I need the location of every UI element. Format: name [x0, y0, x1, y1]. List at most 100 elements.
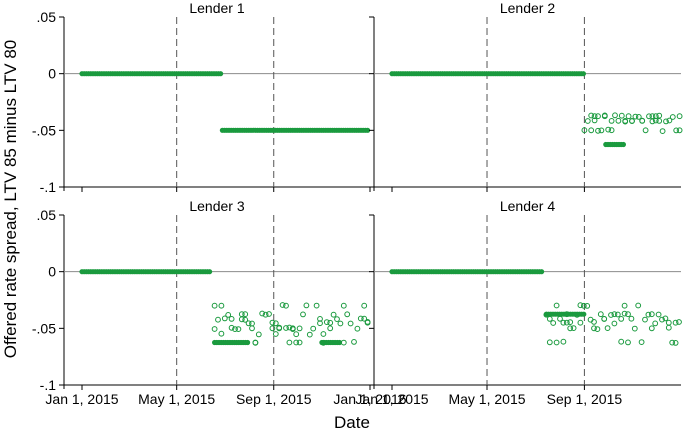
data-point: [601, 316, 608, 322]
x-tick-label: Sep 1, 2015: [236, 391, 312, 407]
data-point: [259, 310, 266, 317]
data-point: [286, 339, 293, 346]
data-point: [249, 325, 255, 332]
y-tick-label: 0: [48, 264, 56, 280]
x-tick-label: Jan 1, 2015: [355, 391, 428, 407]
y-tick-label: 0: [48, 66, 56, 82]
data-point: [595, 113, 601, 120]
data-point: [557, 315, 563, 322]
data-point: [354, 325, 361, 332]
data-point: [215, 316, 221, 323]
data-point: [611, 320, 618, 327]
data-point: [242, 316, 249, 323]
data-point: [567, 325, 574, 332]
data-point: [563, 319, 570, 326]
data-point: [218, 330, 225, 337]
data-point: [286, 324, 293, 331]
data-point: [543, 311, 550, 318]
data-point: [618, 316, 625, 322]
y-tick-label: .05: [37, 9, 57, 25]
x-axis-label: Date: [334, 413, 370, 432]
x-tick-label: May 1, 2015: [138, 391, 215, 407]
data-point: [595, 127, 601, 134]
y-tick-label: -.1: [40, 179, 57, 195]
data-point: [276, 325, 283, 332]
data-point: [581, 311, 587, 317]
data-point: [553, 302, 560, 309]
data-point: [550, 320, 557, 326]
data-point: [289, 325, 296, 332]
data-point: [598, 127, 605, 134]
data-point: [580, 302, 587, 309]
data-point: [672, 340, 679, 346]
panel-4: Lender 4 Jan 1, 2015 May 1, 2015 Sep 1, 201…: [355, 198, 682, 407]
panel-title: Lender 1: [189, 0, 244, 16]
data-point: [245, 320, 252, 327]
data-point: [560, 338, 567, 345]
data-point: [608, 118, 615, 124]
data-point: [621, 310, 628, 317]
data-point: [655, 311, 662, 318]
data-point: [591, 113, 598, 120]
data-point: [632, 113, 639, 120]
data-point: [638, 339, 645, 346]
data-point: [361, 302, 368, 309]
data-point: [611, 311, 618, 318]
data-point: [269, 325, 276, 332]
data-point: [249, 320, 255, 327]
data-point: [296, 339, 303, 346]
data-point: [546, 316, 553, 322]
data-point: [620, 141, 627, 148]
data-point: [665, 324, 672, 331]
data-point: [676, 113, 683, 120]
data-point: [577, 302, 584, 309]
data-point: [221, 315, 228, 322]
data-point: [580, 71, 587, 77]
data-point: [601, 113, 608, 120]
data-point: [591, 319, 597, 325]
data-point: [211, 302, 218, 309]
data-point: [364, 319, 371, 326]
data-point: [242, 311, 249, 318]
data-point: [652, 113, 659, 120]
data-point: [235, 326, 242, 333]
data-point: [663, 118, 669, 125]
data-point: [560, 319, 567, 326]
x-tick-label: May 1, 2015: [448, 391, 525, 407]
data-point: [567, 319, 574, 326]
data-point: [218, 302, 225, 309]
data-point: [293, 339, 300, 346]
data-point: [296, 325, 303, 332]
data-point: [642, 316, 648, 323]
y-tick-label: -.1: [40, 377, 57, 393]
data-point: [666, 117, 673, 124]
data-point: [207, 269, 213, 275]
data-point: [272, 320, 279, 327]
data-point: [652, 320, 659, 327]
data-point: [245, 339, 251, 346]
data-point: [334, 316, 340, 323]
data-point: [656, 112, 663, 119]
data-point: [225, 312, 232, 318]
data-point: [577, 319, 584, 326]
data-point: [584, 118, 591, 124]
x-tick-label: Jan 1, 2015: [45, 391, 118, 407]
data-point: [659, 128, 666, 135]
data-point: [649, 113, 656, 120]
data-point: [625, 311, 631, 318]
data-point: [669, 114, 676, 120]
data-point: [631, 325, 638, 332]
data-point: [361, 315, 368, 322]
data-point: [344, 311, 351, 318]
data-point: [262, 311, 269, 318]
data-point: [628, 315, 635, 322]
data-point: [539, 269, 545, 275]
y-axis-label: Offered rate spread, LTV 85 minus LTV 80: [1, 40, 20, 358]
data-point: [672, 319, 679, 326]
data-point: [635, 114, 642, 120]
data-point: [594, 326, 601, 333]
data-point: [283, 325, 289, 331]
data-point: [553, 339, 560, 346]
data-point: [327, 325, 334, 332]
